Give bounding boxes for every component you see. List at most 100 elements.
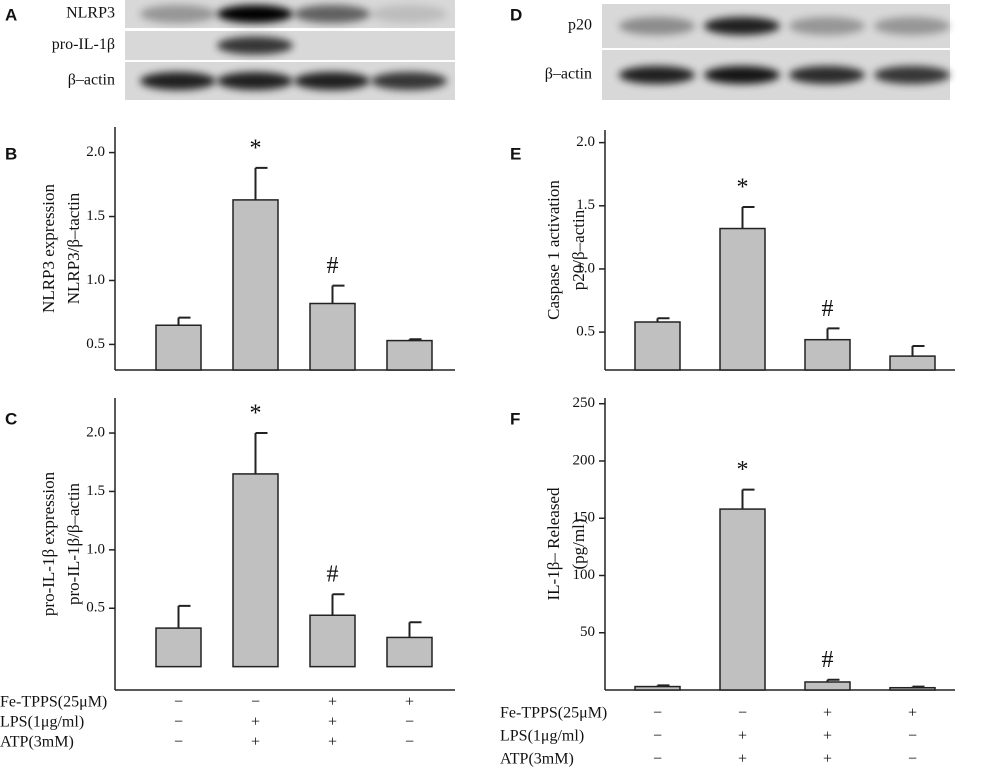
condition-sign: − bbox=[405, 734, 414, 751]
blot-band bbox=[789, 66, 865, 84]
bar bbox=[232, 473, 279, 668]
error-bar bbox=[408, 338, 422, 341]
condition-sign: + bbox=[823, 751, 832, 768]
error-bar bbox=[177, 604, 191, 629]
y-tick-label: 2.0 bbox=[86, 424, 105, 440]
y-axis-label: IL-1β– Released bbox=[544, 487, 563, 600]
y-tick-label: 50 bbox=[580, 624, 595, 640]
significance-mark: * bbox=[737, 175, 749, 201]
error-bar bbox=[177, 316, 191, 326]
panel-letter: F bbox=[510, 409, 520, 428]
condition-label: ATP(3mM) bbox=[0, 734, 74, 751]
bar bbox=[386, 339, 433, 371]
significance-mark: # bbox=[822, 647, 834, 673]
y-tick-label: 1.0 bbox=[86, 272, 105, 288]
panel-letter: D bbox=[510, 5, 522, 24]
blot-band bbox=[619, 17, 695, 35]
blot-band bbox=[789, 17, 865, 35]
error-bar bbox=[254, 432, 268, 474]
bar bbox=[634, 685, 681, 691]
y-axis-label: NLRP3 expression bbox=[39, 184, 58, 313]
condition-sign: − bbox=[653, 751, 662, 768]
error-bar bbox=[254, 166, 268, 200]
blot-band bbox=[217, 5, 293, 23]
y-tick-label: 100 bbox=[573, 567, 596, 583]
bar bbox=[155, 324, 202, 371]
bar bbox=[719, 227, 766, 371]
condition-sign: + bbox=[405, 694, 414, 711]
blot-band bbox=[874, 17, 950, 35]
panel-letter: A bbox=[5, 5, 17, 24]
panel-letter: B bbox=[5, 144, 17, 163]
significance-mark: # bbox=[822, 296, 834, 322]
condition-label: LPS(1μg/ml) bbox=[500, 728, 584, 745]
condition-sign: − bbox=[653, 728, 662, 745]
error-bar bbox=[911, 685, 925, 688]
condition-sign: + bbox=[251, 714, 260, 731]
blot-label: NLRP3 bbox=[66, 5, 115, 22]
blot-band bbox=[874, 66, 950, 84]
significance-mark: * bbox=[737, 457, 749, 483]
y-tick-label: 250 bbox=[573, 395, 596, 411]
y-axis-label: p20/β–actin bbox=[569, 209, 588, 290]
y-tick-label: 0.5 bbox=[86, 336, 105, 352]
bar bbox=[804, 338, 851, 371]
y-tick-label: 0.5 bbox=[86, 600, 105, 616]
y-tick-label: 2.0 bbox=[576, 134, 595, 150]
blot-band bbox=[217, 72, 293, 90]
bar bbox=[309, 302, 356, 371]
significance-mark: * bbox=[250, 401, 262, 427]
blot-label: pro-IL-1β bbox=[52, 36, 115, 53]
y-tick-label: 2.0 bbox=[86, 144, 105, 160]
bar bbox=[804, 681, 851, 691]
error-bar bbox=[826, 327, 840, 340]
y-tick-label: 1.5 bbox=[576, 197, 595, 213]
blot-band bbox=[140, 72, 216, 90]
error-bar bbox=[656, 684, 670, 687]
y-tick-label: 1.5 bbox=[86, 208, 105, 224]
error-bar bbox=[656, 317, 670, 322]
condition-label: LPS(1μg/ml) bbox=[0, 714, 84, 731]
bar bbox=[889, 686, 936, 691]
y-axis-label: pro-IL-1β/β–actin bbox=[64, 482, 83, 605]
blot-band bbox=[140, 5, 216, 23]
condition-sign: − bbox=[174, 694, 183, 711]
y-tick-label: 1.5 bbox=[86, 483, 105, 499]
condition-sign: − bbox=[653, 705, 662, 722]
condition-sign: + bbox=[328, 694, 337, 711]
bar bbox=[634, 321, 681, 371]
blot-band bbox=[294, 72, 370, 90]
condition-sign: + bbox=[738, 728, 747, 745]
bar bbox=[889, 355, 936, 371]
significance-mark: # bbox=[327, 562, 339, 588]
condition-label: Fe-TPPS(25μM) bbox=[0, 694, 107, 711]
significance-mark: * bbox=[250, 135, 262, 161]
blot-band bbox=[704, 17, 780, 35]
error-bar bbox=[331, 593, 345, 616]
condition-sign: − bbox=[251, 694, 260, 711]
blot-label: β–actin bbox=[545, 66, 592, 83]
blot-band bbox=[371, 72, 447, 90]
condition-sign: + bbox=[823, 705, 832, 722]
significance-mark: # bbox=[327, 253, 339, 279]
error-bar bbox=[741, 488, 755, 510]
condition-sign: − bbox=[174, 714, 183, 731]
condition-sign: + bbox=[251, 734, 260, 751]
condition-sign: + bbox=[328, 734, 337, 751]
y-tick-label: 150 bbox=[573, 510, 596, 526]
error-bar bbox=[826, 678, 840, 682]
condition-sign: + bbox=[823, 728, 832, 745]
error-bar bbox=[911, 345, 925, 357]
bar bbox=[155, 627, 202, 668]
panel-letter: C bbox=[5, 409, 17, 428]
y-tick-label: 1.0 bbox=[576, 260, 595, 276]
y-axis-label: pro-IL-1β expression bbox=[39, 471, 58, 616]
condition-label: ATP(3mM) bbox=[500, 751, 574, 768]
blot-band bbox=[371, 5, 447, 23]
blot-label: p20 bbox=[568, 17, 592, 34]
condition-sign: − bbox=[738, 705, 747, 722]
panel-letter: E bbox=[510, 144, 521, 163]
condition-sign: + bbox=[328, 714, 337, 731]
condition-sign: + bbox=[908, 705, 917, 722]
y-axis-label: Caspase 1 activation bbox=[544, 180, 563, 320]
